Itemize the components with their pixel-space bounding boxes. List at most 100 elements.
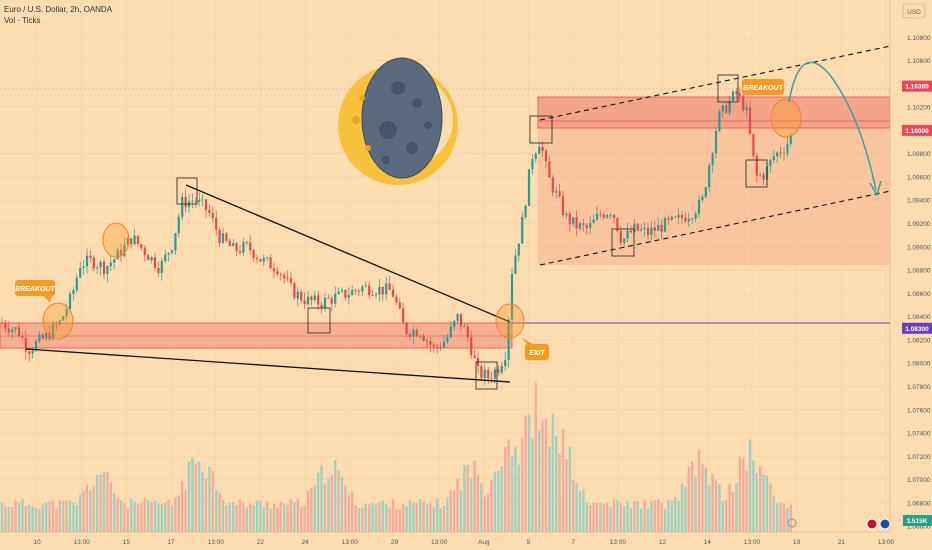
candle-body bbox=[718, 111, 721, 131]
candle-body bbox=[177, 216, 180, 233]
volume-bar bbox=[68, 501, 72, 532]
candle-body bbox=[160, 260, 163, 273]
volume-bar bbox=[575, 482, 578, 532]
candle-body bbox=[534, 153, 537, 159]
volume-bar bbox=[198, 461, 201, 532]
candle-body bbox=[704, 187, 707, 197]
volume-bar bbox=[293, 502, 296, 532]
candle-body bbox=[303, 300, 306, 305]
time-tick-label: 24 bbox=[301, 539, 309, 546]
candle-body bbox=[119, 249, 123, 257]
volume-bar bbox=[371, 502, 374, 532]
candle-body bbox=[561, 196, 565, 216]
candle-body bbox=[368, 285, 371, 296]
callout-label: BREAKOUT bbox=[743, 85, 783, 92]
volume-bar bbox=[555, 435, 558, 532]
candle-body bbox=[221, 233, 225, 243]
currency-button[interactable]: USD bbox=[902, 3, 926, 19]
volume-bar bbox=[527, 414, 531, 532]
volume-bar bbox=[181, 481, 184, 532]
price-tag bbox=[902, 322, 932, 334]
chart-subtitle: Vol · Ticks bbox=[4, 16, 40, 25]
alert-clock-icon[interactable] bbox=[787, 518, 797, 528]
volume-bar bbox=[249, 503, 252, 532]
candle-body bbox=[79, 267, 82, 278]
highlight-circle bbox=[42, 302, 74, 340]
candle-body bbox=[745, 107, 748, 111]
volume-bar bbox=[742, 458, 745, 532]
callout-label: BREAKOUT bbox=[15, 286, 55, 293]
candle-body bbox=[616, 218, 619, 232]
candle-body bbox=[381, 286, 384, 295]
price-tag-label: 1.10380 bbox=[905, 84, 929, 91]
volume-bar bbox=[242, 502, 245, 532]
candle-body bbox=[776, 152, 779, 157]
volume-bar bbox=[657, 499, 660, 532]
candle-body bbox=[742, 95, 745, 111]
candle-body bbox=[143, 247, 146, 256]
volume-bar bbox=[11, 507, 14, 532]
volume-bar bbox=[92, 485, 95, 532]
volume-bar bbox=[500, 466, 503, 532]
volume-bar bbox=[725, 499, 728, 532]
candle-body bbox=[235, 243, 238, 252]
candle-body bbox=[55, 324, 58, 325]
volume-bar bbox=[650, 501, 653, 532]
candle-body bbox=[0, 322, 4, 324]
volume-bar bbox=[497, 470, 500, 532]
volume-bar bbox=[629, 507, 633, 532]
candle-body bbox=[578, 223, 582, 229]
volume-bar bbox=[684, 486, 687, 532]
marker-box bbox=[529, 115, 553, 144]
trendlines bbox=[25, 43, 901, 383]
candle-body bbox=[609, 214, 612, 216]
volume-bar bbox=[340, 476, 344, 532]
volume-bar bbox=[697, 449, 701, 532]
candle-body bbox=[636, 223, 639, 231]
candle-body bbox=[487, 370, 490, 379]
candle-body bbox=[772, 156, 775, 161]
volume-bar bbox=[303, 505, 306, 532]
candle-body bbox=[181, 196, 184, 217]
volume-bar bbox=[776, 503, 779, 532]
currency-label: USD bbox=[907, 9, 921, 16]
eu-flag-icon bbox=[879, 518, 891, 530]
volume-bar bbox=[255, 500, 259, 532]
volume-bar bbox=[612, 499, 616, 532]
time-tick-label: 13:00 bbox=[342, 539, 359, 546]
candle-body bbox=[585, 225, 588, 229]
candle-body bbox=[51, 324, 55, 339]
volume-bar bbox=[531, 438, 534, 532]
volume-bar bbox=[572, 479, 575, 532]
volume-bar bbox=[368, 504, 371, 532]
candle-body bbox=[194, 201, 197, 203]
candle-body bbox=[473, 355, 476, 358]
volume-bar bbox=[643, 499, 646, 532]
volume-bar bbox=[296, 499, 299, 532]
volume-bar bbox=[75, 504, 78, 532]
candle-body bbox=[623, 238, 626, 243]
channel-upper bbox=[539, 43, 901, 121]
candle-body bbox=[575, 217, 578, 229]
time-tick-label: 22 bbox=[257, 539, 265, 546]
candle-body bbox=[17, 327, 21, 337]
time-tick-label: 14 bbox=[704, 539, 712, 546]
volume-bar bbox=[704, 468, 707, 532]
volume-bar bbox=[119, 500, 123, 532]
candle-body bbox=[429, 341, 432, 346]
price-tick-label: 1.08000 bbox=[907, 361, 931, 368]
candle-body bbox=[415, 330, 418, 337]
candle-body bbox=[255, 258, 259, 260]
candle-body bbox=[218, 229, 221, 243]
candle-body bbox=[296, 291, 299, 299]
candle-body bbox=[242, 242, 245, 253]
price-tick-label: 1.07000 bbox=[907, 477, 931, 484]
time-tick-label: 17 bbox=[167, 539, 175, 546]
candle-body bbox=[157, 267, 160, 273]
volume-bars bbox=[0, 382, 792, 532]
volume-bar bbox=[415, 502, 418, 532]
candle-body bbox=[225, 233, 228, 241]
candle-body bbox=[378, 286, 381, 295]
volume-bar bbox=[582, 489, 585, 532]
volume-bar bbox=[272, 504, 276, 532]
